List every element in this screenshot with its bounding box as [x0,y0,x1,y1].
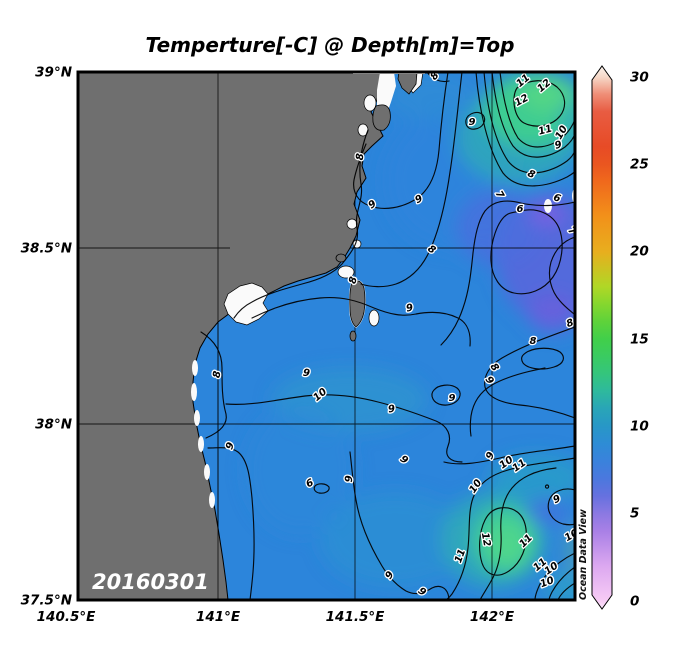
x-axis: 140.5°E 141°E 141.5°E 142°E [37,609,515,625]
contour-lines [200,72,575,600]
land-mask [78,72,384,600]
colorbar-tick-label: 10 [630,419,649,435]
odv-watermark: Ocean Data View [578,509,589,600]
x-tick-label: 141.5°E [326,609,385,625]
plot-frame [76,70,577,602]
x-tick-label: 140.5°E [37,609,96,625]
colorbar-tick-label: 30 [630,70,649,86]
x-tick-label: 141°E [196,609,241,625]
contour-label: 8 [565,317,575,330]
y-tick-label: 38.5°N [21,241,73,257]
contour-label: 6 [517,204,524,215]
graticule-over-land [78,72,230,600]
colorbar: 30 25 20 15 10 5 0 Ocean Data View [578,65,649,610]
contour-label: 10 [539,575,556,590]
colorbar-tick-label: 5 [630,506,639,522]
contour-label: 8 [355,153,367,161]
y-tick-label: 38°N [35,417,73,433]
y-axis: 39°N 38.5°N 38°N 37.5°N [21,65,73,609]
contour-label: 11 [537,123,553,137]
contour-label: 12 [479,532,492,548]
contour-label: 9 [344,475,355,483]
y-tick-label: 39°N [35,65,73,81]
colorbar-tick-label: 25 [630,157,649,173]
colorbar-scale: 30 25 20 15 10 5 0 [630,70,649,610]
contour-label: 9 [449,393,456,404]
contour-label: 9 [387,404,395,416]
x-tick-label: 142°E [470,609,515,625]
colorbar-tick-label: 20 [630,244,649,260]
contour-label: 8 [212,370,224,379]
contour-label: 9 [405,303,414,315]
date-stamp: 20160301 [92,570,209,594]
contour-label: 7 [565,225,578,238]
contour-label: 9 [302,368,310,380]
colorbar-tick-label: 15 [630,332,649,348]
contour-label: 8 [530,336,537,347]
contour-label: 9 [469,117,476,128]
colorbar-gradient [591,65,613,610]
page-title: Temperture[-C] @ Depth[m]=Top [146,33,515,57]
colorbar-tick-label: 0 [630,594,639,610]
contour-label: 8 [429,70,442,82]
islets [335,72,418,342]
y-tick-label: 37.5°N [21,593,73,609]
